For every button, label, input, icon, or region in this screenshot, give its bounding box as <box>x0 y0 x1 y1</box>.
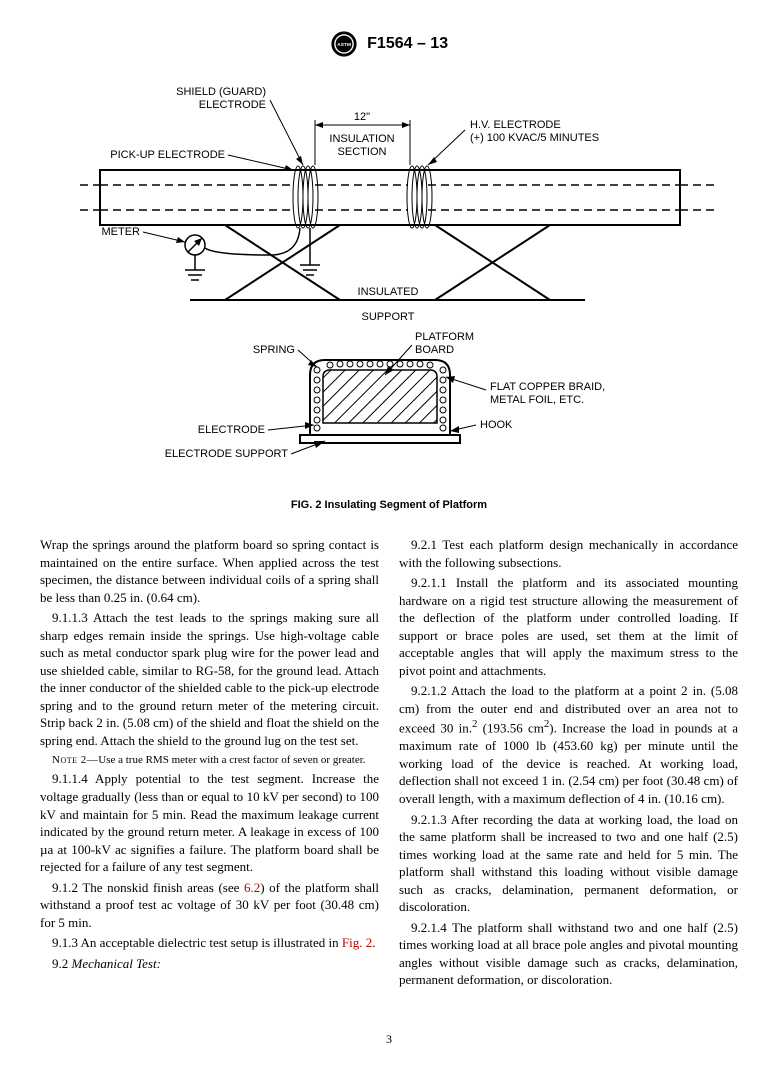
paragraph: 9.2.1.3 After recording the data at work… <box>399 811 738 916</box>
svg-text:SUPPORT: SUPPORT <box>362 311 415 323</box>
ref-link[interactable]: 6.2 <box>244 880 260 895</box>
svg-text:BOARD: BOARD <box>415 344 454 356</box>
paragraph: Wrap the springs around the platform boa… <box>40 536 379 606</box>
svg-text:H.V. ELECTRODE: H.V. ELECTRODE <box>470 119 561 131</box>
ref-link[interactable]: Fig. 2 <box>342 935 372 950</box>
bottom-diagram: SPRING PLATFORM BOARD FLAT COPPER BRAID,… <box>165 331 605 460</box>
svg-text:METER: METER <box>102 226 141 238</box>
svg-text:ELECTRODE SUPPORT: ELECTRODE SUPPORT <box>165 448 289 460</box>
svg-text:SPRING: SPRING <box>253 344 295 356</box>
body-columns: Wrap the springs around the platform boa… <box>40 536 738 992</box>
left-column: Wrap the springs around the platform boa… <box>40 536 379 992</box>
svg-text:12": 12" <box>354 111 370 123</box>
note-text: Use a true RMS meter with a crest factor… <box>98 754 365 766</box>
svg-text:ELECTRODE: ELECTRODE <box>199 99 266 111</box>
paragraph: 9.2.1.4 The platform shall withstand two… <box>399 919 738 989</box>
svg-text:INSULATED: INSULATED <box>358 286 419 298</box>
svg-text:(+) 100 KVAC/5 MINUTES: (+) 100 KVAC/5 MINUTES <box>470 132 599 144</box>
right-column: 9.2.1 Test each platform design mechanic… <box>399 536 738 992</box>
paragraph: 9.1.1.3 Attach the test leads to the spr… <box>40 609 379 749</box>
figure-diagram: 12" INSULATION SECTION SHIELD (GUARD) EL… <box>40 70 738 494</box>
svg-text:SECTION: SECTION <box>338 146 387 158</box>
svg-text:METAL FOIL, ETC.: METAL FOIL, ETC. <box>490 394 584 406</box>
top-diagram: 12" INSULATION SECTION SHIELD (GUARD) EL… <box>80 86 715 323</box>
paragraph: 9.1.1.4 Apply potential to the test segm… <box>40 770 379 875</box>
paragraph: 9.2.1.2 Attach the load to the platform … <box>399 682 738 807</box>
paragraph: 9.2.1.1 Install the platform and its ass… <box>399 574 738 679</box>
astm-logo: ASTM <box>330 30 358 58</box>
svg-text:PICK-UP ELECTRODE: PICK-UP ELECTRODE <box>110 149 225 161</box>
section-title: Mechanical Test: <box>72 956 161 971</box>
doc-number: F1564 – 13 <box>367 35 448 52</box>
paragraph: 9.1.3 An acceptable dielectric test setu… <box>40 934 379 952</box>
paragraph: 9.1.2 The nonskid finish areas (see 6.2)… <box>40 879 379 932</box>
svg-text:ELECTRODE: ELECTRODE <box>198 424 265 436</box>
note-label: Note 2— <box>52 754 98 766</box>
svg-text:INSULATION: INSULATION <box>329 133 394 145</box>
svg-text:HOOK: HOOK <box>480 419 513 431</box>
paragraph: 9.2.1 Test each platform design mechanic… <box>399 536 738 571</box>
svg-text:FLAT COPPER BRAID,: FLAT COPPER BRAID, <box>490 381 605 393</box>
svg-text:SHIELD (GUARD): SHIELD (GUARD) <box>176 86 266 98</box>
svg-text:PLATFORM: PLATFORM <box>415 331 474 343</box>
doc-header: ASTM F1564 – 13 <box>40 30 738 58</box>
svg-text:ASTM: ASTM <box>337 42 351 48</box>
page-number: 3 <box>40 1032 738 1047</box>
figure-caption: FIG. 2 Insulating Segment of Platform <box>40 499 738 511</box>
note: Note 2—Use a true RMS meter with a crest… <box>40 753 379 768</box>
paragraph: 9.2 Mechanical Test: <box>40 955 379 973</box>
